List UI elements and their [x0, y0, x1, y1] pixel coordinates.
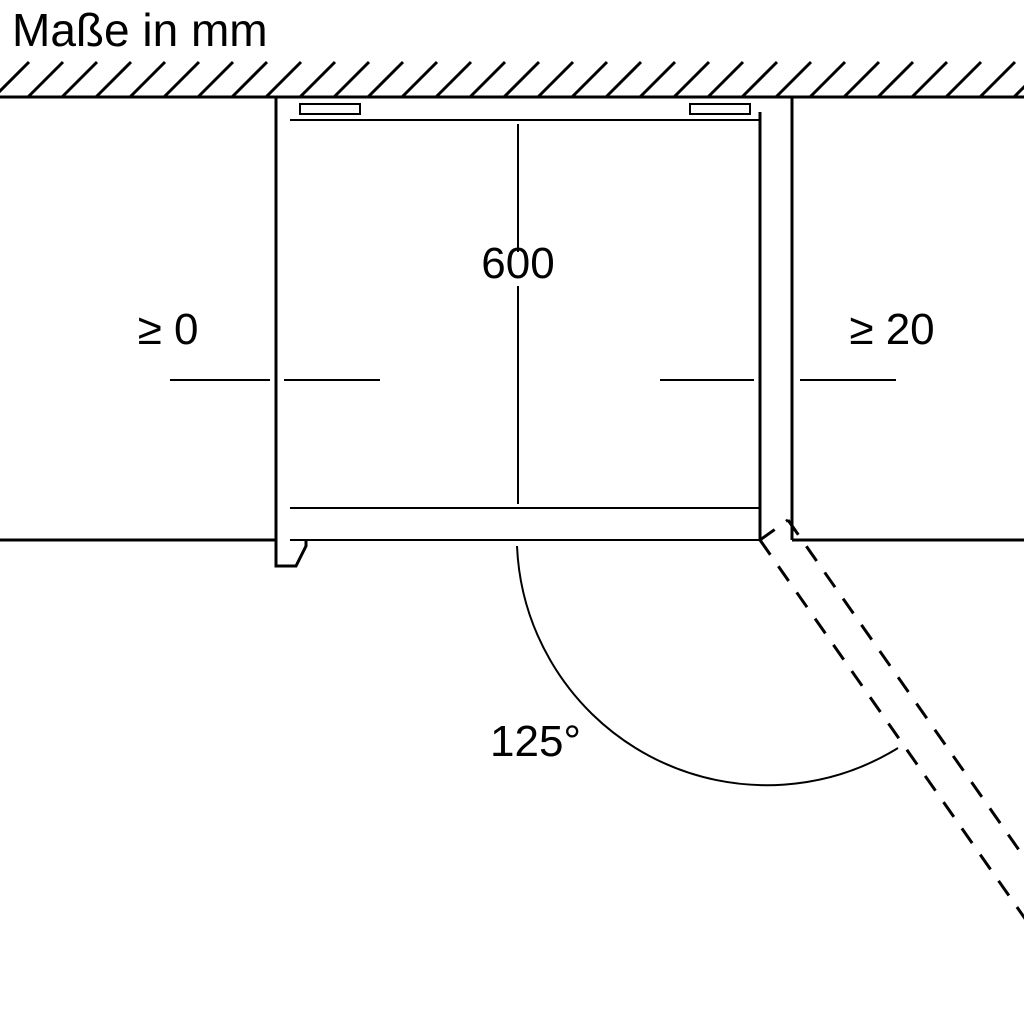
dim-gap-right: ≥ 20 — [660, 305, 935, 380]
dim-gap-left: ≥ 0 — [138, 305, 380, 380]
title-text: Maße in mm — [12, 4, 268, 56]
wall-hatch — [0, 62, 1024, 97]
swing-arc: 125° — [490, 546, 898, 785]
door-open — [760, 520, 1024, 966]
dim-gap-right-label: ≥ 20 — [849, 305, 934, 354]
swing-angle-label: 125° — [490, 717, 581, 766]
appliance-outline — [276, 97, 792, 566]
dim-depth: 600 — [481, 124, 554, 504]
dimension-drawing: Maße in mm 600 ≥ 0 ≥ — [0, 0, 1024, 1024]
dim-gap-left-label: ≥ 0 — [138, 305, 199, 354]
dim-depth-label: 600 — [481, 239, 554, 288]
